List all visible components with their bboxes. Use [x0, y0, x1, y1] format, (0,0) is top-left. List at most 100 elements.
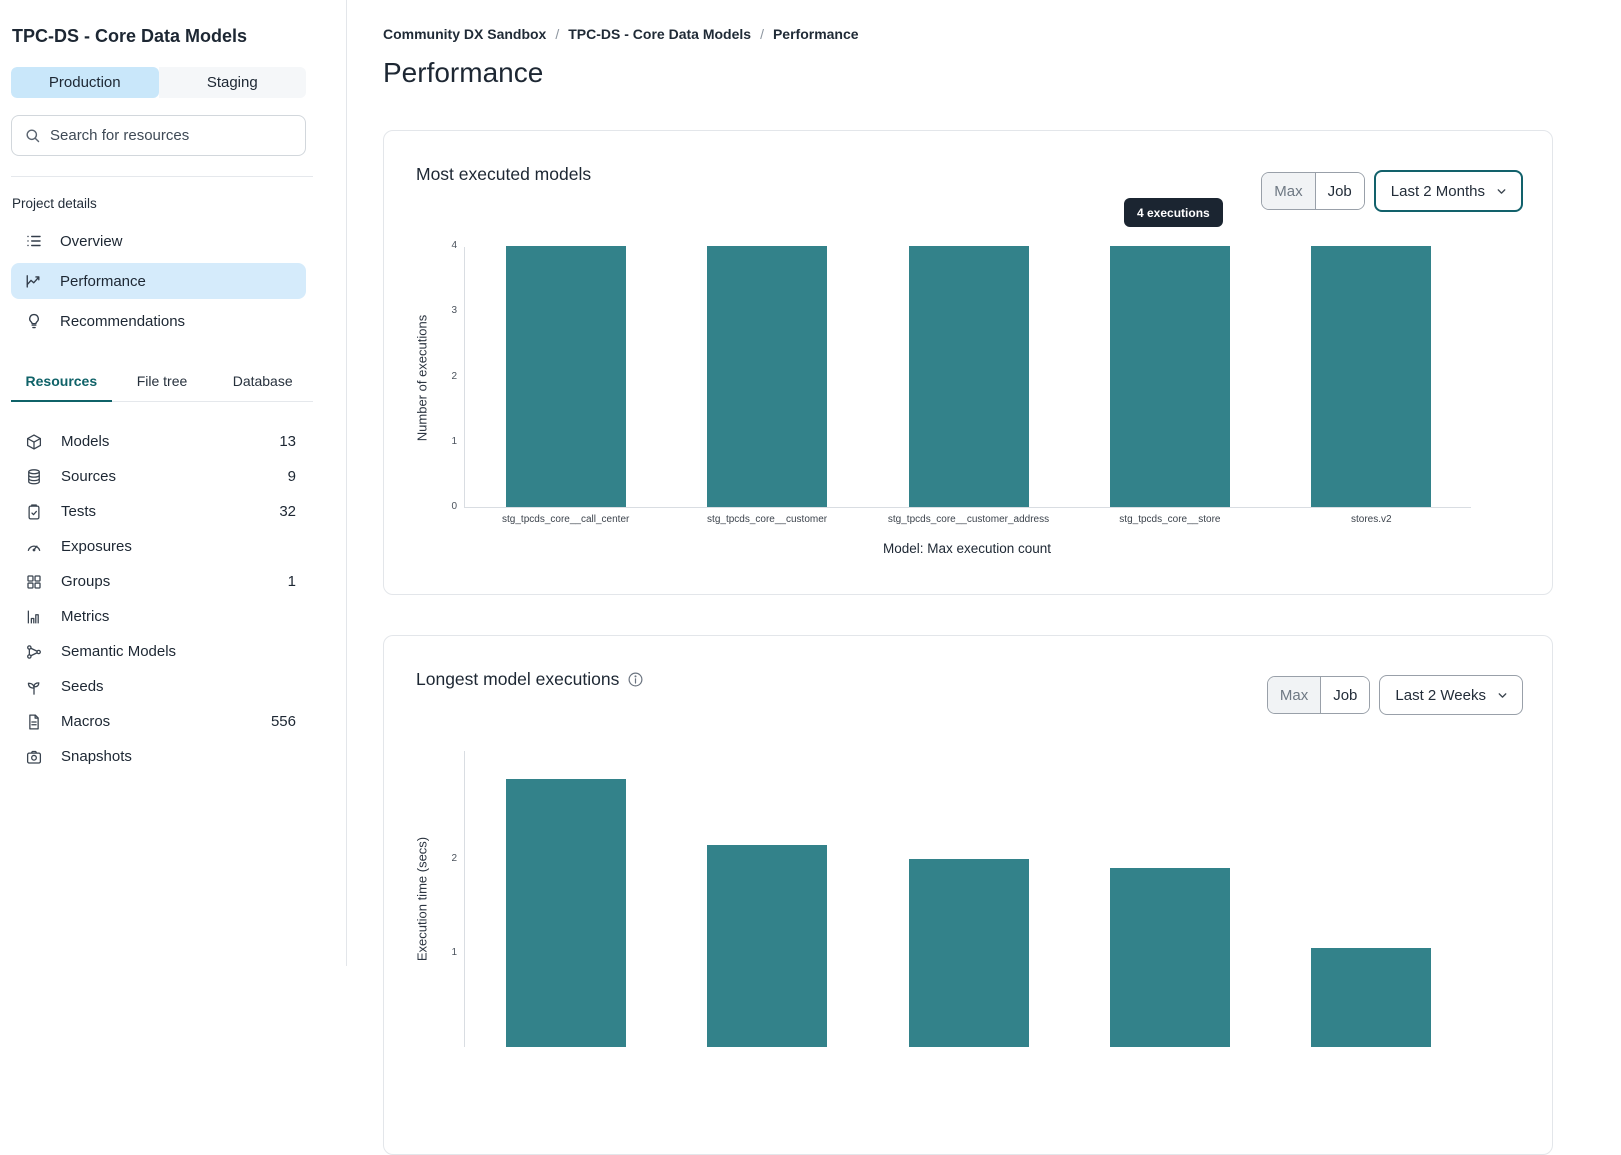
sidebar-item-recommendations[interactable]: Recommendations: [11, 303, 306, 339]
search-icon: [26, 129, 40, 143]
sidebar-item-label: Performance: [60, 272, 146, 290]
job-button[interactable]: Job: [1320, 677, 1370, 713]
resource-count: 1: [287, 573, 296, 590]
y-tick-label: 1: [451, 435, 457, 447]
gauge-icon: [25, 538, 43, 556]
resource-row-seeds[interactable]: Seeds: [11, 669, 306, 704]
breadcrumb: Community DX Sandbox / TPC-DS - Core Dat…: [383, 26, 1621, 42]
bar[interactable]: [908, 246, 1029, 507]
y-tick-label: 4: [451, 240, 457, 251]
environment-toggle: Production Staging: [11, 67, 306, 98]
bar-chart-icon: [25, 608, 43, 626]
max-button[interactable]: Max: [1267, 677, 1321, 713]
chevron-down-icon: [1498, 692, 1507, 698]
max-button[interactable]: Max: [1262, 173, 1315, 209]
resource-row-semantic-models[interactable]: Semantic Models: [11, 634, 306, 669]
breadcrumb-separator: /: [555, 26, 560, 42]
y-tick-label: 2: [451, 853, 457, 864]
clipboard-check-icon: [25, 503, 43, 521]
breadcrumb-link-account[interactable]: Community DX Sandbox: [383, 26, 547, 42]
resource-tabs: Resources File tree Database: [11, 365, 313, 402]
lightbulb-icon: [25, 312, 43, 330]
share-network-icon: [25, 643, 43, 661]
staging-tab[interactable]: Staging: [158, 67, 306, 98]
file-lines-icon: [25, 713, 43, 731]
x-tick-label: stg_tpcds_core__store: [1119, 514, 1221, 525]
resource-label: Groups: [61, 573, 111, 590]
sprout-icon: [25, 678, 43, 696]
resource-label: Exposures: [61, 538, 132, 555]
list-icon: [25, 232, 43, 250]
bar[interactable]: [908, 859, 1029, 1047]
breadcrumb-link-project[interactable]: TPC-DS - Core Data Models: [568, 26, 752, 42]
main-content: Community DX Sandbox / TPC-DS - Core Dat…: [347, 0, 1621, 1155]
sidebar-item-overview[interactable]: Overview: [11, 223, 306, 259]
job-button[interactable]: Job: [1314, 173, 1364, 209]
bar[interactable]: [707, 845, 828, 1047]
date-range-select[interactable]: Last 2 Weeks: [1379, 675, 1523, 715]
resource-row-groups[interactable]: Groups 1: [11, 564, 306, 599]
resource-label: Macros: [61, 713, 111, 730]
project-title: TPC-DS - Core Data Models: [12, 26, 248, 46]
search-box[interactable]: [11, 115, 306, 156]
y-tick-label: 1: [451, 947, 457, 958]
y-tick-label: 3: [451, 305, 457, 317]
bar[interactable]: [1109, 246, 1230, 507]
x-axis-title: Model: Max execution count: [882, 541, 1052, 556]
bar[interactable]: [1311, 246, 1432, 507]
most-executed-bar-chart: stg_tpcds_core__call_center stg_tpcds_cor…: [451, 240, 1471, 525]
info-icon[interactable]: [627, 671, 644, 688]
chart-controls: Max Job Last 2 Months: [1261, 170, 1523, 212]
resource-row-tests[interactable]: Tests 32: [11, 494, 306, 529]
resource-label: Snapshots: [61, 748, 132, 765]
bar[interactable]: [1311, 948, 1432, 1047]
bar[interactable]: [505, 246, 626, 507]
max-job-toggle: Max Job: [1261, 172, 1365, 210]
chart-line-icon: [25, 272, 43, 290]
resource-row-metrics[interactable]: Metrics: [11, 599, 306, 634]
sidebar: TPC-DS - Core Data Models Production Sta…: [0, 0, 347, 966]
x-tick-label: stg_tpcds_core__customer_address: [887, 514, 1050, 525]
x-tick-label: stores.v2: [1351, 514, 1392, 525]
breadcrumb-separator: /: [760, 26, 764, 42]
date-range-select[interactable]: Last 2 Months: [1373, 170, 1523, 212]
chevron-down-icon: [1497, 188, 1506, 194]
camera-icon: [25, 748, 43, 766]
search-input[interactable]: [50, 127, 293, 144]
resource-count: 556: [270, 713, 296, 730]
longest-executions-card: Longest model executions Max Job Last 2 …: [383, 635, 1553, 1155]
resource-count: 9: [287, 468, 296, 485]
y-tick-label: 0: [451, 501, 457, 512]
resource-row-exposures[interactable]: Exposures: [11, 529, 306, 564]
resource-row-macros[interactable]: Macros 556: [11, 704, 306, 739]
sidebar-item-performance[interactable]: Performance: [11, 263, 306, 299]
date-range-value: Last 2 Weeks: [1395, 686, 1486, 704]
tab-file-tree[interactable]: File tree: [136, 373, 188, 389]
max-job-toggle: Max Job: [1266, 676, 1371, 714]
production-tab[interactable]: Production: [11, 67, 159, 98]
x-tick-label: stg_tpcds_core__call_center: [502, 514, 630, 525]
bar[interactable]: [707, 246, 828, 507]
resource-count: 32: [279, 503, 296, 520]
x-tick-label: stg_tpcds_core__customer: [707, 514, 828, 525]
tab-database[interactable]: Database: [232, 373, 293, 389]
bar[interactable]: [1109, 868, 1230, 1047]
date-range-value: Last 2 Months: [1390, 182, 1485, 200]
breadcrumb-current: Performance: [772, 26, 859, 42]
y-axis-title: Number of executions: [414, 314, 430, 442]
bar[interactable]: [505, 779, 626, 1047]
resource-row-sources[interactable]: Sources 9: [11, 459, 306, 494]
resource-row-snapshots[interactable]: Snapshots: [11, 739, 306, 774]
resource-list: Models 13 Sources 9 Tests 32 Exposures G…: [11, 424, 328, 774]
tab-resources[interactable]: Resources: [11, 365, 112, 402]
most-executed-models-card: Most executed models Max Job Last 2 Mont…: [383, 130, 1553, 595]
y-axis-title: Execution time (secs): [414, 836, 430, 962]
resource-label: Seeds: [61, 678, 104, 695]
sidebar-item-label: Overview: [60, 232, 123, 250]
y-tick-label: 2: [451, 370, 457, 382]
chart-tooltip: 4 executions: [1124, 198, 1223, 227]
chart-controls: Max Job Last 2 Weeks: [1266, 675, 1523, 715]
resource-row-models[interactable]: Models 13: [11, 424, 306, 459]
database-icon: [25, 468, 43, 486]
card-title-text: Longest model executions: [416, 669, 620, 689]
